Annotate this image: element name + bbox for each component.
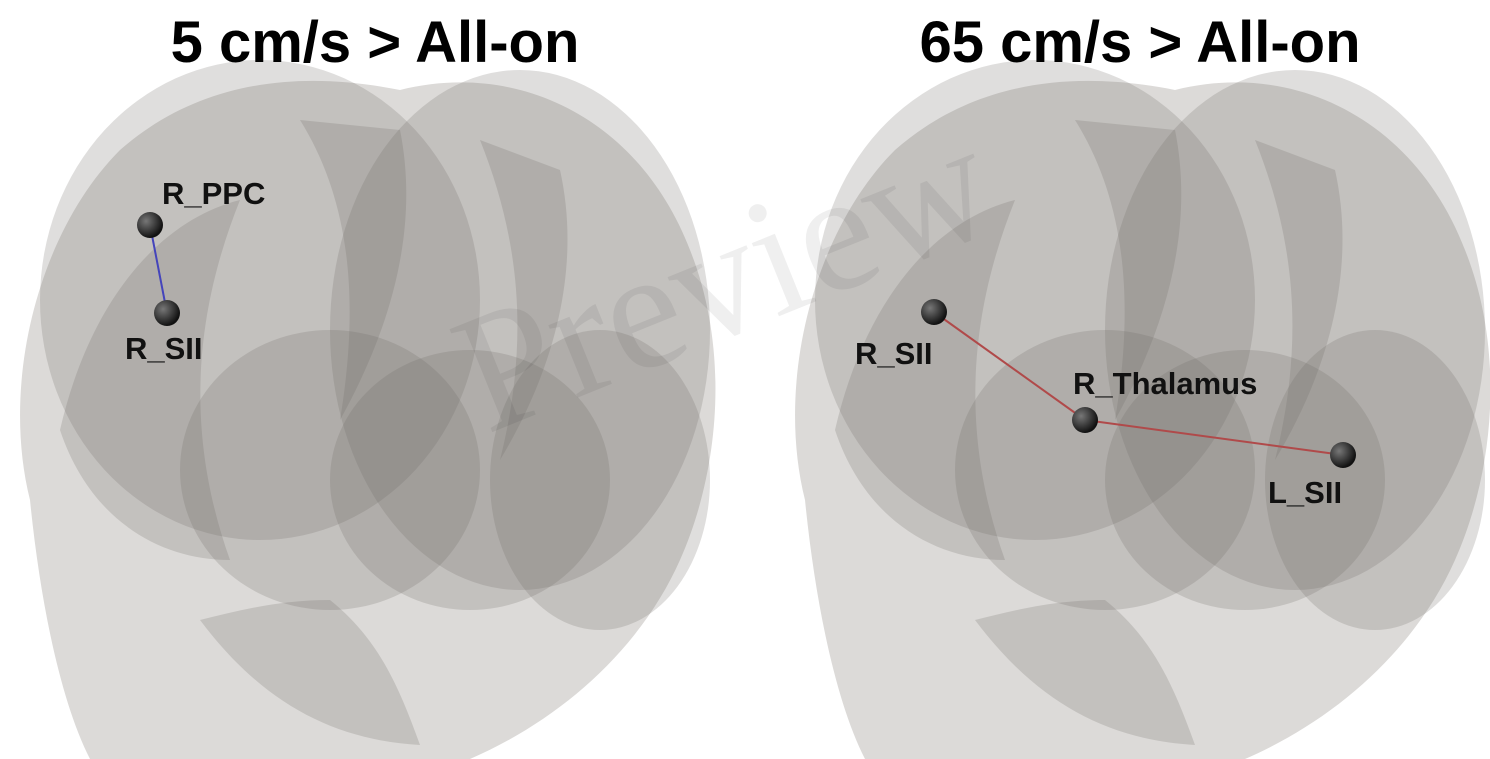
figure: 5 cm/s > All-on R_PPC R_SII 65 cm/s > Al…: [0, 0, 1490, 759]
node-label: R_SII: [855, 336, 933, 371]
node-label: R_Thalamus: [1073, 366, 1257, 401]
node-label: L_SII: [1268, 475, 1342, 510]
node: [137, 212, 163, 238]
node: [1330, 442, 1356, 468]
node: [921, 299, 947, 325]
panel-title: 65 cm/s > All-on: [919, 10, 1360, 75]
panel-title: 5 cm/s > All-on: [171, 10, 580, 75]
node-label: R_SII: [125, 331, 203, 366]
node-label: R_PPC: [162, 176, 265, 211]
node: [154, 300, 180, 326]
node: [1072, 407, 1098, 433]
